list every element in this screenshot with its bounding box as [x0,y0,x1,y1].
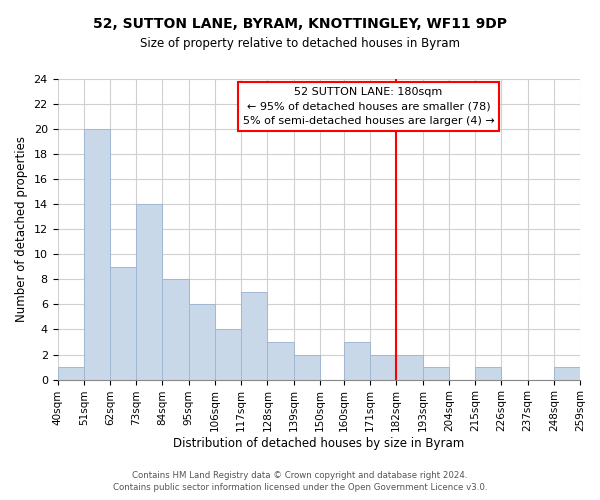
Bar [580,367,600,380]
Bar [554,367,580,380]
Bar [58,367,84,380]
Bar [344,342,370,380]
Bar [268,342,294,380]
Text: 52 SUTTON LANE: 180sqm
← 95% of detached houses are smaller (78)
5% of semi-deta: 52 SUTTON LANE: 180sqm ← 95% of detached… [242,86,494,126]
Bar [294,354,320,380]
Bar [215,330,241,380]
Text: 52, SUTTON LANE, BYRAM, KNOTTINGLEY, WF11 9DP: 52, SUTTON LANE, BYRAM, KNOTTINGLEY, WF1… [93,18,507,32]
Text: Contains HM Land Registry data © Crown copyright and database right 2024.
Contai: Contains HM Land Registry data © Crown c… [113,471,487,492]
Text: Size of property relative to detached houses in Byram: Size of property relative to detached ho… [140,38,460,51]
Bar [422,367,449,380]
Bar [189,304,215,380]
Y-axis label: Number of detached properties: Number of detached properties [15,136,28,322]
Bar [163,280,189,380]
Bar [475,367,501,380]
Bar [241,292,268,380]
Bar [136,204,163,380]
Bar [396,354,422,380]
Bar [110,267,136,380]
Bar [84,129,110,380]
Bar [370,354,396,380]
X-axis label: Distribution of detached houses by size in Byram: Distribution of detached houses by size … [173,437,464,450]
